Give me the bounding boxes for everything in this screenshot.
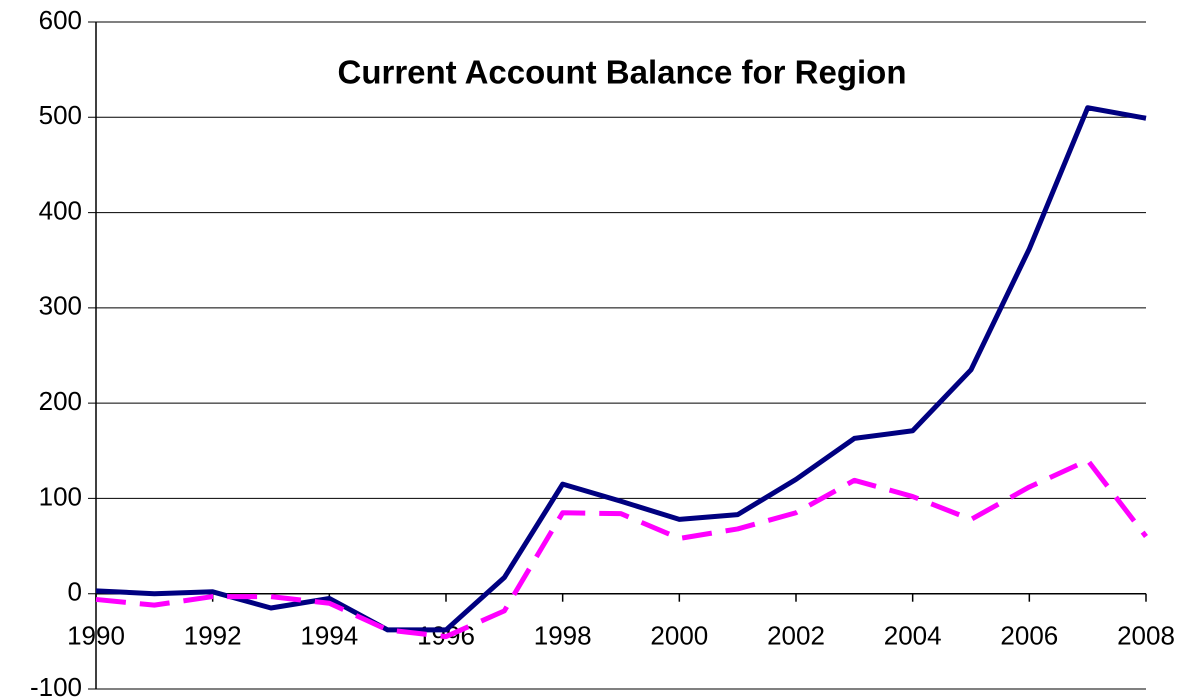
y-tick-label: -100 <box>30 672 82 698</box>
x-tick-label: 2002 <box>767 621 825 651</box>
y-tick-label: 500 <box>39 100 82 130</box>
series-line <box>95 105 1147 633</box>
series-line <box>95 457 1148 640</box>
x-tick-label: 2008 <box>1117 621 1175 651</box>
x-tick-label: 1992 <box>184 621 242 651</box>
y-tick-label: 100 <box>39 481 82 511</box>
x-tick-label: 1990 <box>67 621 125 651</box>
x-tick-label: 2004 <box>884 621 942 651</box>
y-tick-label: 600 <box>39 5 82 35</box>
chart-title: Current Account Balance for Region <box>337 54 906 91</box>
x-tick-label: 2000 <box>650 621 708 651</box>
x-tick-label: 2006 <box>1000 621 1058 651</box>
x-tick-label: 1994 <box>300 621 358 651</box>
y-tick-label: 300 <box>39 291 82 321</box>
y-tick-label: 0 <box>68 577 82 607</box>
y-tick-label: 200 <box>39 386 82 416</box>
y-tick-label: 400 <box>39 195 82 225</box>
x-tick-label: 1998 <box>534 621 592 651</box>
